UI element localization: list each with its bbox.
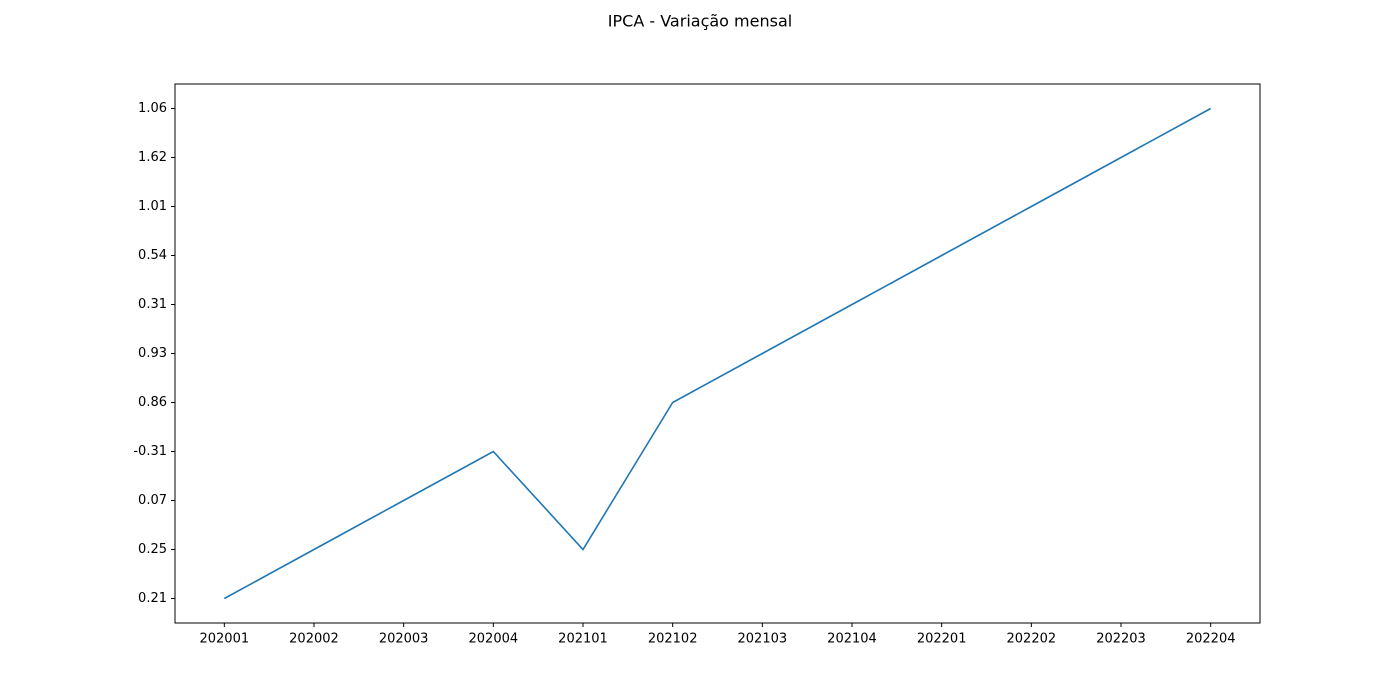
y-tick-label: 0.21 — [138, 591, 167, 606]
x-tick-label: 202001 — [199, 632, 249, 647]
chart-title: IPCA - Variação mensal — [608, 12, 792, 31]
x-tick-label: 202101 — [558, 632, 608, 647]
y-tick-label: 0.25 — [138, 542, 167, 557]
y-tick-label: 0.31 — [138, 297, 167, 312]
x-tick-label: 202104 — [827, 632, 877, 647]
x-tick-label: 202003 — [379, 632, 429, 647]
x-tick-label: 202204 — [1186, 632, 1236, 647]
x-tick-label: 202201 — [917, 632, 967, 647]
y-tick-label: 1.62 — [138, 150, 167, 165]
line-series — [223, 107, 1212, 600]
x-tick-label: 202102 — [648, 632, 698, 647]
x-tick-label: 202203 — [1096, 632, 1146, 647]
y-tick-label: 1.06 — [138, 101, 167, 116]
y-tick-label: 0.93 — [138, 346, 167, 361]
y-tick-label: 0.54 — [138, 248, 167, 263]
x-tick-label: 202004 — [469, 632, 519, 647]
x-tick-label: 202103 — [738, 632, 788, 647]
y-tick-label: 1.01 — [138, 199, 167, 214]
y-tick-label: 0.86 — [138, 395, 167, 410]
x-tick-label: 202002 — [289, 632, 339, 647]
y-tick-label: 0.07 — [138, 493, 167, 508]
plot-frame — [174, 83, 1261, 624]
x-tick-label: 202202 — [1007, 632, 1057, 647]
y-tick-label: -0.31 — [133, 444, 167, 459]
